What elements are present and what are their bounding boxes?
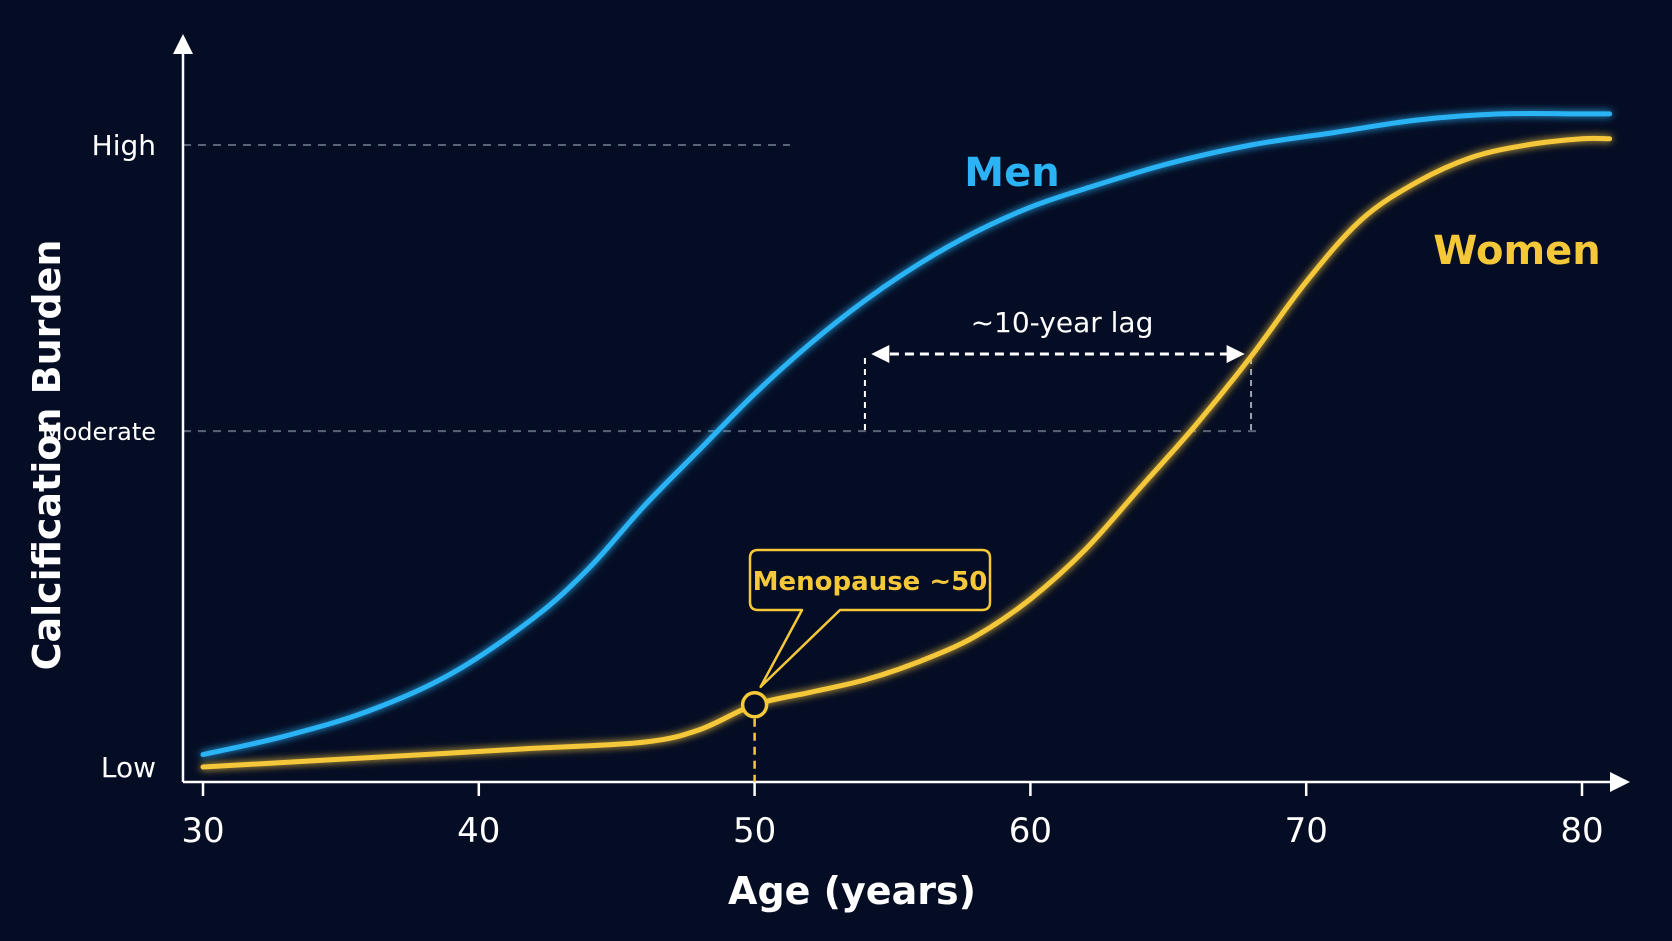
annotation-lag: ~10-year lag	[863, 306, 1253, 432]
series-label-women: Women	[1433, 228, 1600, 274]
x-tick-label-40: 40	[457, 811, 500, 851]
x-tick-label-80: 80	[1560, 811, 1603, 851]
menopause-callout-box	[748, 548, 992, 689]
series-line-women	[200, 135, 1613, 770]
y-ticks: High Moderate Low	[42, 129, 156, 784]
x-ticks: 30 40 50 60 70 80	[181, 782, 1604, 851]
x-tick-label-70: 70	[1285, 811, 1328, 851]
series-layer: Men Women	[200, 110, 1613, 770]
y-axis-title: Calcification Burden	[25, 240, 69, 671]
x-tick-label-30: 30	[181, 811, 224, 851]
axes	[173, 34, 1630, 792]
series-label-men: Men	[964, 150, 1059, 196]
x-tick-label-60: 60	[1009, 811, 1052, 851]
y-tick-label-moderate: Moderate	[42, 418, 156, 446]
menopause-marker	[740, 691, 769, 719]
series-line-men	[200, 110, 1613, 758]
grid-lines	[183, 144, 1262, 433]
y-tick-label-high: High	[92, 129, 156, 162]
annotation-callout: Menopause ~50	[740, 548, 992, 782]
x-tick-label-50: 50	[733, 811, 776, 851]
y-tick-label-low: Low	[101, 751, 156, 784]
lag-label: ~10-year lag	[971, 306, 1154, 339]
menopause-callout-label: Menopause ~50	[753, 567, 988, 597]
x-axis-title: Age (years)	[728, 869, 976, 913]
